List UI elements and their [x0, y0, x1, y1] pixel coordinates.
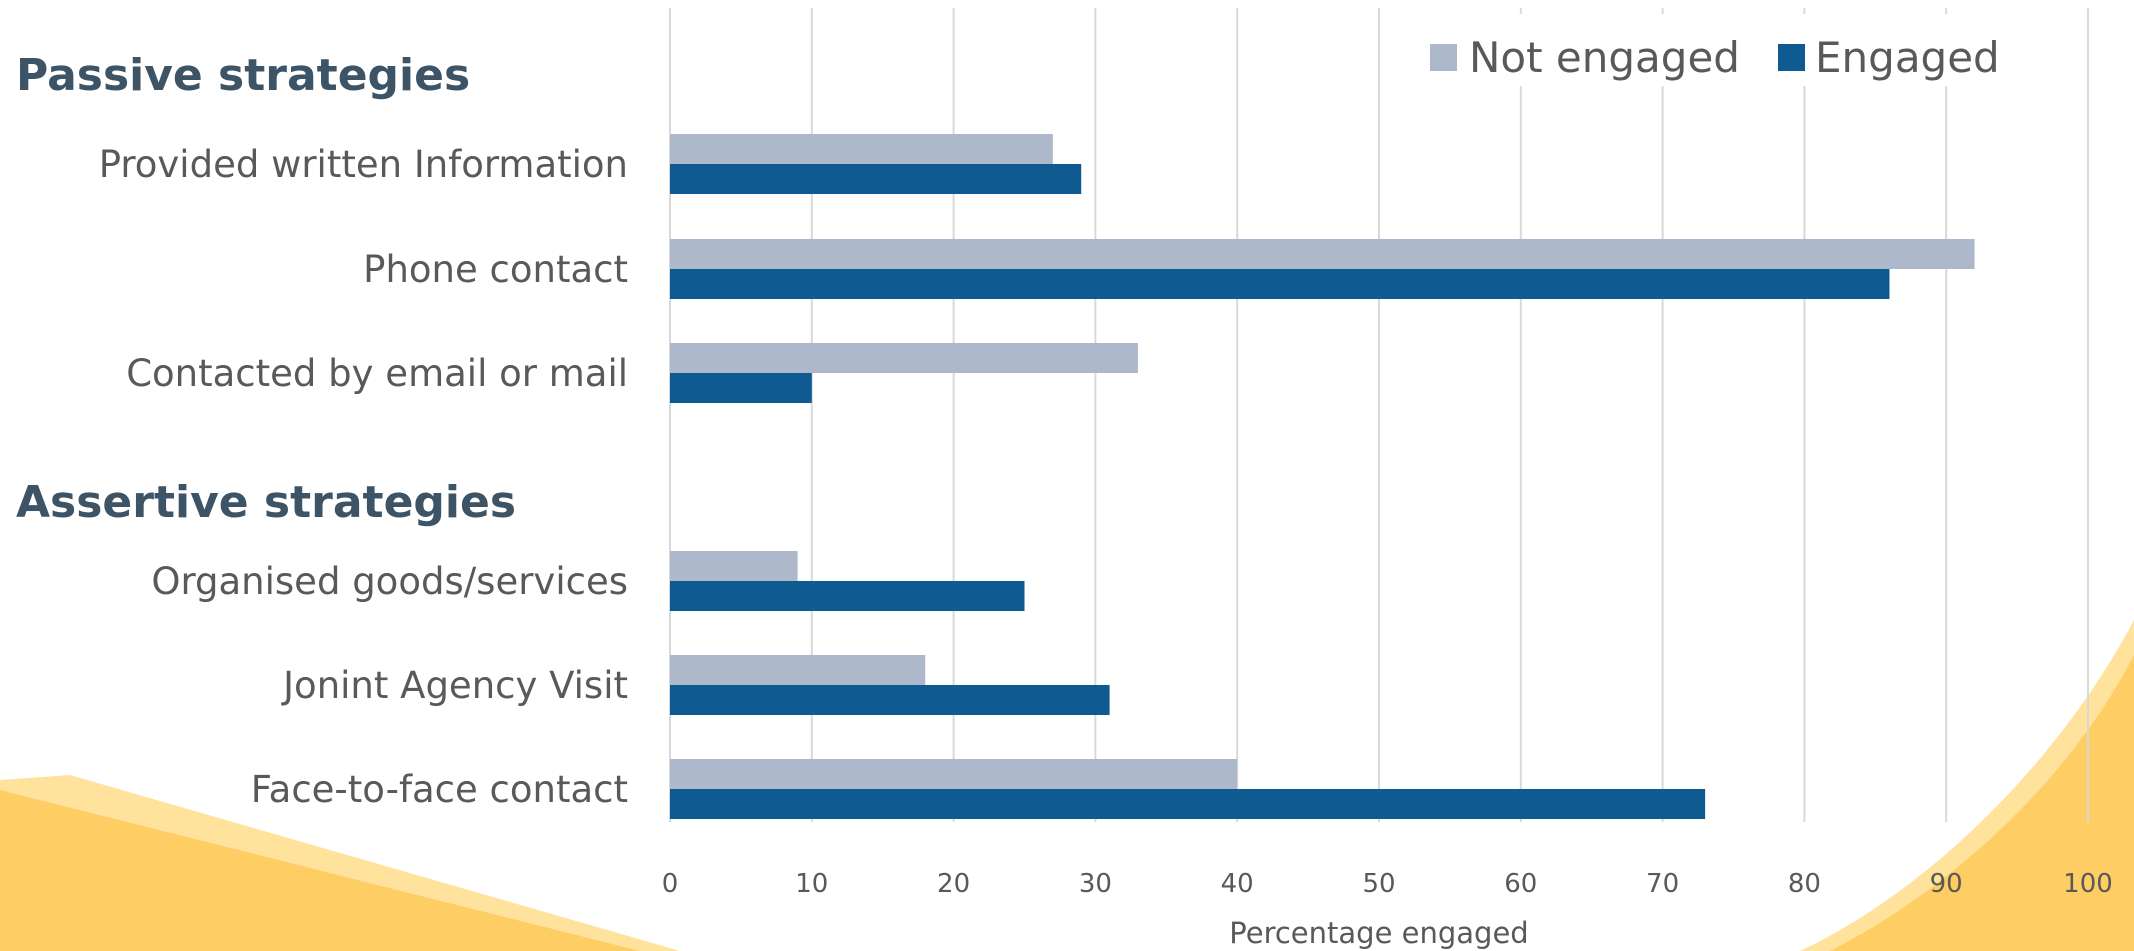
x-tick-label: 10 [795, 869, 828, 899]
bar-engaged [670, 164, 1082, 194]
bar-not-engaged [670, 134, 1053, 164]
x-tick-label: 90 [1930, 869, 1963, 899]
bar-engaged [670, 373, 812, 403]
x-tick-label: 0 [662, 869, 679, 899]
x-tick-label: 80 [1788, 869, 1821, 899]
x-tick-label: 70 [1646, 869, 1679, 899]
legend-swatch-not-engaged [1430, 44, 1457, 71]
category-label: Face-to-face contact [251, 768, 628, 811]
x-tick-label: 50 [1362, 869, 1395, 899]
legend-label-engaged: Engaged [1815, 33, 2000, 82]
bar-engaged [670, 269, 1890, 299]
bar-not-engaged [670, 343, 1138, 373]
legend-label-not-engaged: Not engaged [1469, 33, 1740, 82]
x-axis-ticks: 0 10 20 30 40 50 60 70 80 90 100 Percentage engaged [662, 869, 2113, 950]
bar-engaged [670, 581, 1025, 611]
decor-swoosh-right [1830, 655, 2134, 951]
bar-not-engaged [670, 655, 926, 685]
x-tick-label: 40 [1221, 869, 1254, 899]
category-label: Phone contact [363, 248, 628, 291]
x-tick-label: 20 [937, 869, 970, 899]
category-label: Organised goods/services [151, 560, 628, 603]
bar-engaged [670, 789, 1706, 819]
category-label: Contacted by email or mail [126, 352, 628, 395]
category-label: Provided written Information [99, 143, 628, 186]
category-labels: Provided written Information Phone contac… [16, 50, 628, 811]
x-tick-label: 60 [1504, 869, 1537, 899]
legend-swatch-engaged [1778, 44, 1805, 71]
section-title: Assertive strategies [16, 477, 516, 528]
x-tick-label: 30 [1079, 869, 1112, 899]
legend: Not engaged Engaged [1405, 14, 2000, 86]
bars [670, 134, 1975, 819]
bar-not-engaged [670, 759, 1238, 789]
decor-swoosh-left [0, 790, 640, 951]
x-tick-label: 100 [2063, 869, 2113, 899]
bar-engaged [670, 685, 1110, 715]
bar-not-engaged [670, 551, 798, 581]
x-axis-title: Percentage engaged [1229, 916, 1528, 950]
bar-not-engaged [670, 239, 1975, 269]
category-label: Jonint Agency Visit [281, 664, 628, 707]
decorative-background [0, 620, 2134, 951]
legend-background [1405, 14, 1995, 86]
section-title: Passive strategies [16, 50, 470, 101]
